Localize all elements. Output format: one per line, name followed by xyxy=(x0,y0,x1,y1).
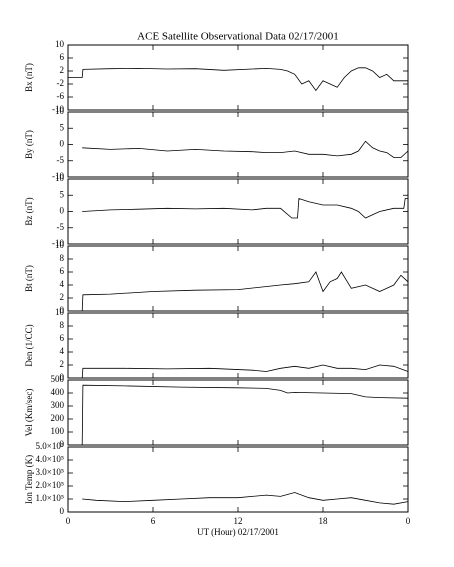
y-tick-label: 10 xyxy=(55,39,65,49)
y-tick-label: -5 xyxy=(57,222,65,232)
y-axis-label: By (nT) xyxy=(24,130,34,159)
y-tick-label: 4.0×10⁵ xyxy=(36,454,64,464)
y-tick-label: 6 xyxy=(60,266,65,276)
y-axis-label: Ion Temp (K) xyxy=(24,455,34,504)
y-tick-label: -2 xyxy=(57,78,65,88)
chart-title: ACE Satellite Observational Data 02/17/2… xyxy=(137,31,339,43)
panel-frame xyxy=(67,44,409,111)
y-tick-label: 5 xyxy=(60,189,65,199)
y-axis-label: Bz (nT) xyxy=(24,197,34,225)
data-line xyxy=(82,492,409,505)
y-tick-label: 5.0×10⁵ xyxy=(36,441,64,451)
y-axis-label: Vel (Km/sec) xyxy=(24,389,34,437)
panel-frame xyxy=(67,245,409,312)
y-tick-label: 6 xyxy=(60,52,65,62)
y-tick-label: 2 xyxy=(60,292,65,302)
y-tick-label: 0 xyxy=(60,439,65,449)
y-tick-label: -10 xyxy=(52,238,64,248)
y-axis-label: Bx (nT) xyxy=(24,63,34,92)
y-tick-label: 4 xyxy=(60,346,65,356)
x-tick-label: 0 xyxy=(66,516,71,526)
x-tick-label: 0 xyxy=(406,516,411,526)
y-tick-label: 100 xyxy=(51,426,65,436)
y-tick-label: 0 xyxy=(60,506,65,516)
y-tick-label: 2.0×10⁵ xyxy=(36,480,64,490)
y-axis-label: Den (1/CC) xyxy=(24,324,34,366)
x-tick-label: 18 xyxy=(319,516,329,526)
y-tick-label: 10 xyxy=(55,106,65,116)
y-tick-label: 2 xyxy=(60,65,65,75)
data-line xyxy=(82,140,409,158)
data-line xyxy=(68,67,408,92)
data-line xyxy=(81,271,409,312)
y-tick-label: -10 xyxy=(52,104,64,114)
y-tick-label: 10 xyxy=(55,307,65,317)
y-tick-label: 5 xyxy=(60,122,65,132)
y-tick-label: 2 xyxy=(60,359,65,369)
y-tick-label: 1.0×10⁵ xyxy=(36,493,64,503)
y-axis-label: Bt (nT) xyxy=(24,265,34,292)
panel-frame xyxy=(67,178,409,245)
data-line xyxy=(81,384,409,446)
y-tick-label: 0 xyxy=(60,139,65,149)
data-line xyxy=(82,197,408,219)
x-tick-label: 6 xyxy=(151,516,156,526)
y-tick-label: 10 xyxy=(55,173,65,183)
y-tick-label: 0 xyxy=(60,372,65,382)
y-tick-label: 200 xyxy=(51,413,65,423)
y-tick-label: 3.0×10⁵ xyxy=(36,467,64,477)
y-tick-label: -10 xyxy=(52,171,64,181)
x-tick-label: 12 xyxy=(234,516,243,526)
y-tick-label: -6 xyxy=(57,91,65,101)
panel-frame xyxy=(67,446,409,513)
x-axis-label: UT (Hour) 02/17/2001 xyxy=(197,527,279,537)
y-tick-label: 500 xyxy=(51,374,65,384)
y-tick-label: -5 xyxy=(57,155,65,165)
y-tick-label: 300 xyxy=(51,400,65,410)
data-line xyxy=(81,364,409,379)
panel-frame xyxy=(67,111,409,178)
y-tick-label: 0 xyxy=(60,206,65,216)
y-tick-label: 8 xyxy=(60,253,65,263)
y-tick-label: 8 xyxy=(60,320,65,330)
panel-frame xyxy=(67,379,409,446)
y-tick-label: 0 xyxy=(60,305,65,315)
y-tick-label: 4 xyxy=(60,279,65,289)
y-tick-label: 6 xyxy=(60,333,65,343)
y-tick-label: 400 xyxy=(51,387,65,397)
y-tick-label: 10 xyxy=(55,240,65,250)
